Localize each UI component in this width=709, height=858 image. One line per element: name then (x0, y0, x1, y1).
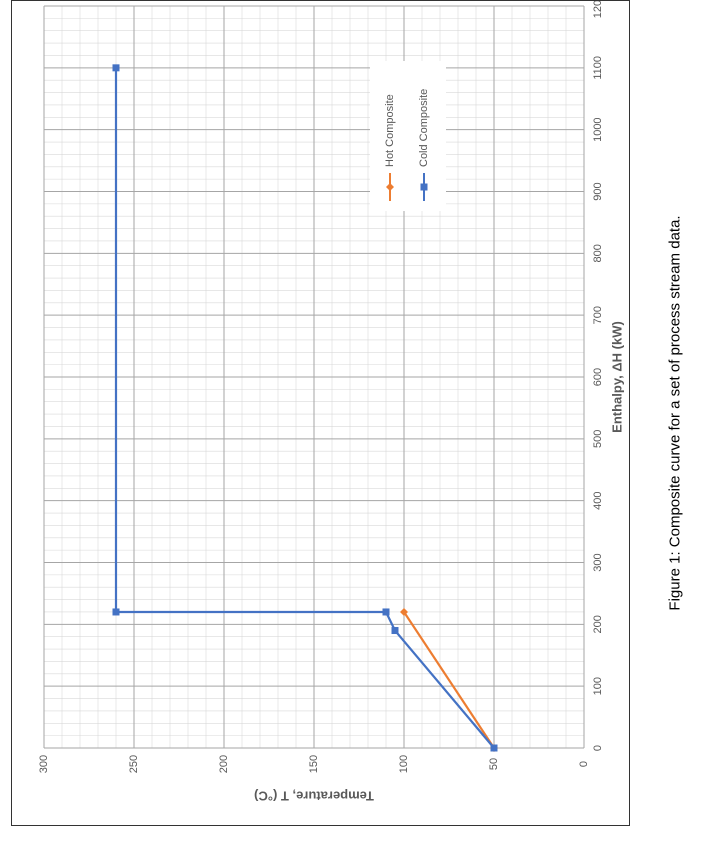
x-tick-label: 800 (592, 244, 604, 262)
x-tick-label: 300 (592, 553, 604, 571)
y-tick-label: 150 (308, 755, 320, 773)
data-point (400, 607, 408, 616)
legend-swatch-marker (386, 183, 394, 191)
composite-curve-chart: 0100200300400500600700800900100011001200… (38, 1, 625, 804)
legend-background (370, 61, 446, 211)
series-line (403, 611, 495, 749)
y-tick-label: 300 (38, 755, 50, 773)
x-tick-label: 700 (592, 306, 604, 324)
y-tick-label: 50 (488, 758, 500, 770)
y-axis-title: Temperature, T (°C) (254, 789, 374, 804)
chart-frame: 0 100 200 300 400 500 600 700 800 900 1000 1100 1200… (11, 0, 630, 826)
data-point (112, 608, 120, 616)
x-axis-title: Enthalpy, ΔH (kW) (610, 321, 625, 433)
y-tick-label: 0 (578, 761, 590, 767)
x-tick-label: 500 (592, 430, 604, 448)
figure-caption: Figure 1: Composite curve for a set of p… (666, 215, 684, 611)
legend-label: Hot Composite (384, 94, 396, 167)
legend: Hot Composite Cold Composite (370, 61, 446, 211)
caption-container: Figure 1: Composite curve for a set of p… (660, 0, 690, 826)
y-tick-label: 200 (218, 755, 230, 773)
x-tick-label: 100 (592, 677, 604, 695)
x-tick-label: 1200 (592, 1, 604, 18)
x-tick-label: 1100 (592, 56, 604, 80)
x-tick-label: 200 (592, 615, 604, 633)
y-tick-label: 250 (128, 755, 140, 773)
x-tick-label: 400 (592, 491, 604, 509)
legend-label: Cold Composite (418, 89, 430, 167)
data-point (490, 744, 498, 752)
data-point (382, 608, 390, 616)
y-tick-label: 100 (398, 755, 410, 773)
x-tick-label: 900 (592, 182, 604, 200)
x-tick-label: 0 (592, 745, 604, 751)
data-point (112, 64, 120, 72)
legend-swatch-marker (420, 183, 428, 191)
x-tick-label: 600 (592, 368, 604, 386)
data-point (391, 627, 399, 635)
x-tick-label: 1000 (592, 117, 604, 141)
